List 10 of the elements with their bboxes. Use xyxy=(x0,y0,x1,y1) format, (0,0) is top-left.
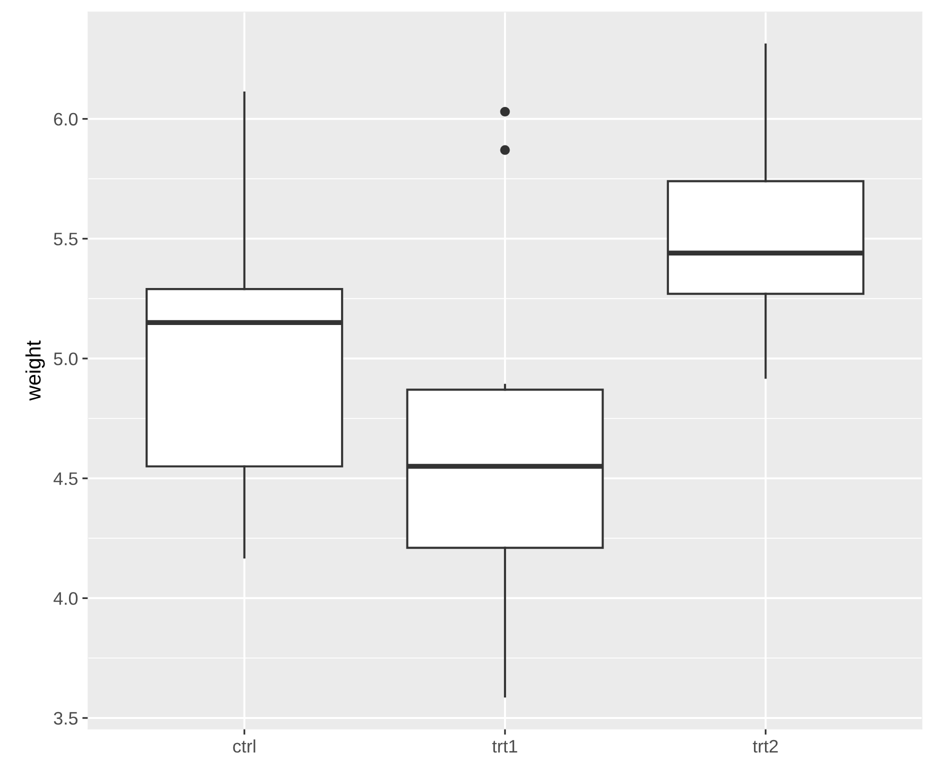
y-tick-label: 4.0 xyxy=(54,592,78,605)
x-tick-label: trt2 xyxy=(752,740,778,753)
y-tick-label: 5.0 xyxy=(54,352,78,366)
y-tick-label: 5.5 xyxy=(54,232,78,246)
y-tick-label: 3.5 xyxy=(54,712,78,725)
y-axis-title: weight xyxy=(25,340,45,401)
x-tick-label: trt1 xyxy=(492,740,518,753)
y-tick-label: 6.0 xyxy=(54,112,78,126)
y-tick-label: 4.5 xyxy=(54,472,78,486)
x-tick-label: ctrl xyxy=(233,739,256,753)
